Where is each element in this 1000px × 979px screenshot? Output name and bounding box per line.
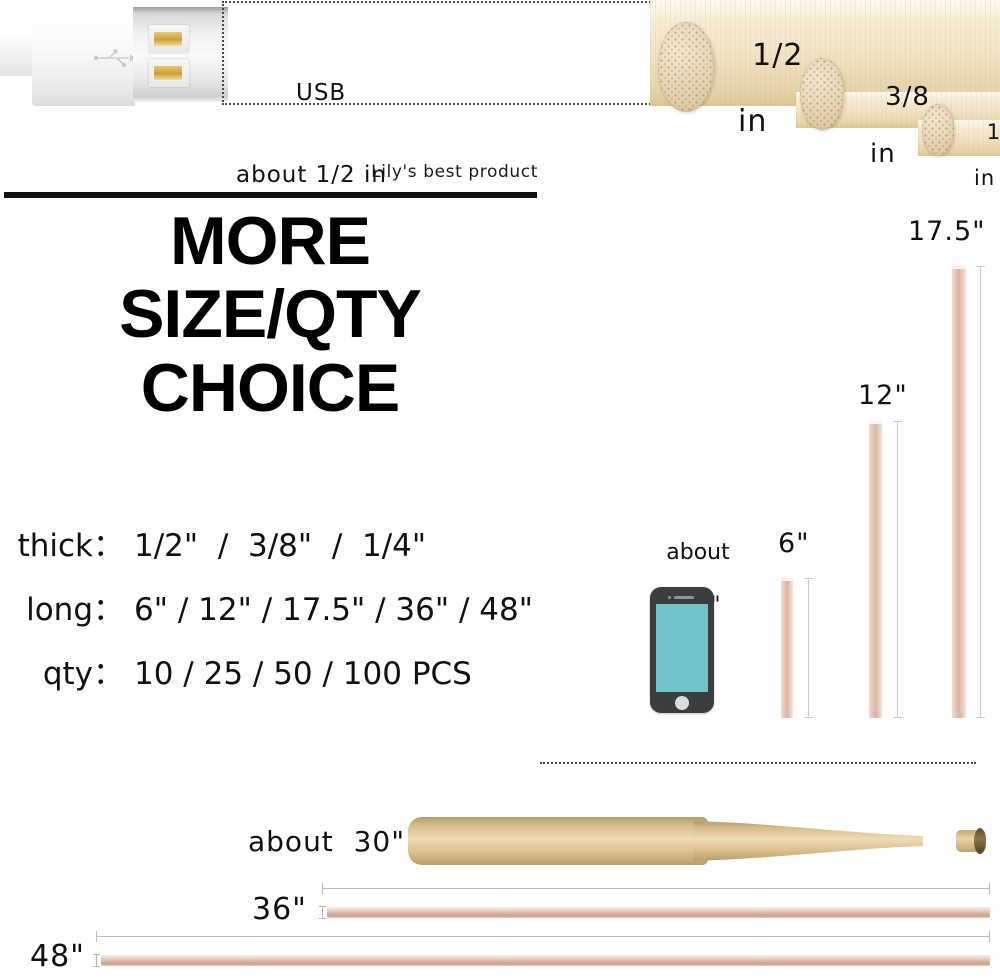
section-divider	[540, 762, 976, 764]
front-camera-icon	[668, 596, 671, 599]
usb-plug-photo	[0, 0, 232, 112]
diameter-value: 1/2	[752, 38, 804, 73]
spec-row-quantity: qty： 10 / 25 / 50 / 100 PCS	[6, 648, 546, 693]
home-button-icon	[675, 696, 689, 710]
length-label-17in: 17.5"	[908, 216, 986, 247]
usb-callout-title: USB	[296, 80, 347, 107]
diameter-unit: in	[974, 166, 996, 191]
dowel-end-face-quarter-inch	[922, 104, 954, 156]
diameter-value: 3/8	[885, 81, 930, 112]
bat-size-label: about 30"	[248, 825, 406, 858]
length-label-12in: 12"	[858, 380, 908, 411]
spec-label: thick：	[17, 528, 124, 564]
dowel-horizontal-48in	[101, 955, 990, 966]
headline-line-3: CHOICE	[140, 349, 400, 426]
spec-label: qty：	[42, 656, 124, 692]
smartphone-icon	[650, 587, 714, 713]
spec-row-thickness: thick： 1/2" / 3/8" / 1/4"	[6, 520, 546, 565]
spec-value: 10 / 25 / 50 / 100 PCS	[134, 656, 472, 692]
diameter-label-quarter-inch: 1/4 in	[956, 98, 1000, 237]
length-label-36in: 36"	[252, 892, 307, 927]
dowel-horizontal-36in	[327, 907, 990, 918]
dowel-end-tick-48in	[93, 954, 100, 967]
spec-row-length: long： 6" / 12" / 17.5" / 36" / 48"	[6, 584, 546, 629]
diameter-unit: in	[870, 138, 896, 169]
diameter-value: 1/4	[986, 120, 1000, 145]
dimension-line-48in	[96, 931, 990, 942]
spec-list: thick： 1/2" / 3/8" / 1/4" long： 6" / 12"…	[6, 520, 546, 712]
dimension-line-36in	[322, 883, 990, 894]
usb-callout-text: USB about 1/2 in	[236, 26, 387, 243]
usb-plug-housing	[32, 3, 136, 106]
dowel-vertical-12in	[869, 421, 882, 718]
dowel-end-face-three-eighths	[800, 58, 844, 130]
headline-line-1: MORE	[170, 203, 371, 279]
earpiece-speaker-icon	[674, 596, 694, 599]
usb-metal-shell	[133, 7, 228, 102]
bat-knob-cap	[974, 828, 986, 854]
usb-callout-subtitle: about 1/2 in	[236, 161, 387, 188]
length-label-48in: 48"	[30, 939, 85, 974]
usb-cable-stub	[0, 37, 38, 76]
length-label-6in: 6"	[778, 528, 810, 559]
page-title: MORE SIZE/QTY CHOICE	[0, 203, 540, 426]
phone-screen	[656, 604, 708, 692]
spec-label: long：	[26, 592, 124, 628]
dowel-end-tick-36in	[319, 906, 326, 919]
bamboo-dowel-photo	[650, 0, 1000, 160]
spec-value: 6" / 12" / 17.5" / 36" / 48"	[134, 592, 533, 628]
dimension-line-6in	[804, 578, 813, 718]
headline-line-2: SIZE/QTY	[119, 276, 422, 353]
bat-handle	[693, 821, 923, 861]
dowel-vertical-17in	[952, 266, 966, 718]
usb-contact-pin	[149, 25, 189, 53]
headline-divider-rule	[4, 192, 537, 198]
dowel-end-face-half-inch	[658, 22, 714, 112]
dowel-vertical-6in	[781, 578, 793, 718]
diameter-label-three-eighths: 3/8 in	[848, 54, 930, 226]
phone-label-line-1: about	[666, 540, 730, 566]
bat-barrel	[408, 817, 708, 865]
brand-tagline: Lily's best product	[371, 162, 538, 182]
spec-value: 1/2" / 3/8" / 1/4"	[134, 528, 427, 564]
usb-contact-pin	[149, 59, 189, 87]
dimension-line-12in	[893, 421, 902, 718]
baseball-bat-photo	[408, 812, 986, 870]
diameter-label-half-inch: 1/2 in	[710, 6, 803, 204]
dimension-line-17in	[976, 266, 985, 718]
diameter-unit: in	[738, 104, 768, 139]
usb-symbol-icon	[93, 49, 136, 67]
